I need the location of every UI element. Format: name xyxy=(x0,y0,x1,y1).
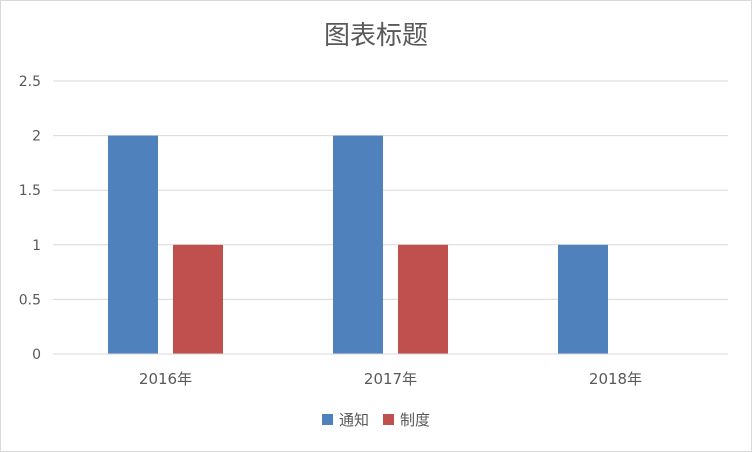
y-tick-label: 0 xyxy=(32,347,41,363)
chart-title: 图表标题 xyxy=(323,21,428,51)
legend-swatch-series-0 xyxy=(321,414,333,425)
legend-label-series-0: 通知 xyxy=(338,411,369,429)
bar-series-1-cat-1 xyxy=(398,244,448,354)
y-tick-label: 0.5 xyxy=(19,292,41,308)
x-tick-label: 2016年 xyxy=(139,370,192,388)
legend-swatch-series-1 xyxy=(383,414,394,425)
y-tick-label: 1.5 xyxy=(19,183,41,199)
x-tick-label: 2017年 xyxy=(364,370,417,388)
legend-label-series-1: 制度 xyxy=(400,411,431,429)
bar-series-0-cat-2 xyxy=(558,244,608,354)
bar-series-1-cat-0 xyxy=(173,244,223,354)
chart-legend: 通知 制度 xyxy=(1,409,751,430)
x-tick-label: 2018年 xyxy=(589,370,642,388)
y-tick-label: 2 xyxy=(32,129,41,145)
bar-series-0-cat-1 xyxy=(333,135,383,354)
y-tick-label: 1 xyxy=(32,238,41,254)
bar-series-0-cat-0 xyxy=(108,135,158,354)
legend-item-series-1: 制度 xyxy=(383,409,430,430)
legend-item-series-0: 通知 xyxy=(321,409,369,430)
y-tick-label: 2.5 xyxy=(19,74,41,90)
